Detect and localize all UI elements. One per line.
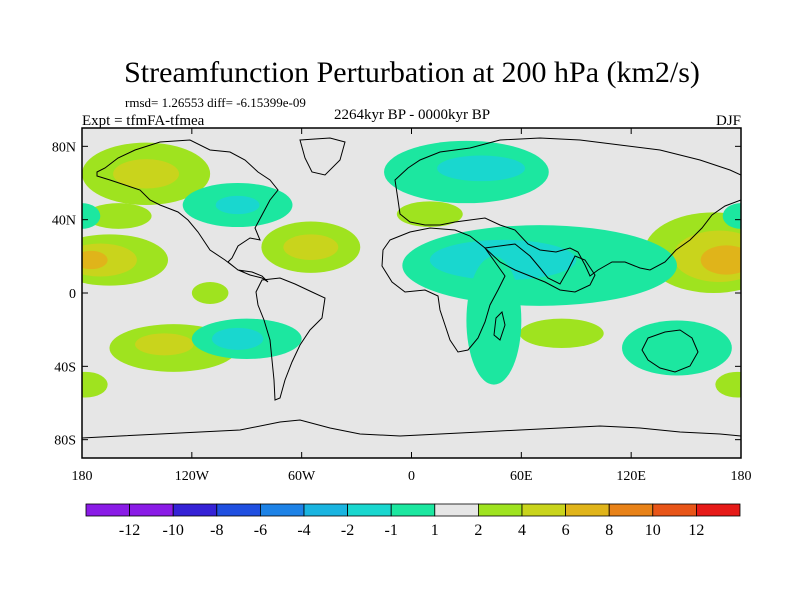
coastline-australia [641,329,699,373]
x-tick-label: 120E [616,469,646,484]
colorbar-box [347,503,392,517]
colorbar: -12 -10 -8 -6 -4 -2 -1 1 2 4 6 8 10 12 [85,503,741,539]
x-tick-label: 120W [175,469,210,484]
colorbar-box [129,503,174,517]
x-axis: 180 120W 60W 0 60E 120E 180 [72,128,752,484]
x-tick-label: 60W [288,469,316,484]
contour-region [215,195,260,215]
colorbar-box [652,503,697,517]
contour-region [283,234,339,260]
coastline-greenland [299,137,346,176]
contour-layer [82,140,741,398]
colorbar-box [85,503,130,517]
season-label: DJF [716,113,741,129]
colorbar-box [434,503,479,517]
y-tick-label: 80S [54,434,76,449]
colorbar-box [172,503,218,517]
colorbar-box [259,503,305,517]
colorbar-box [303,503,348,517]
y-tick-label: 40S [54,360,76,375]
coastline-europe-asia [394,137,741,277]
colorbar-box [608,503,654,517]
colorbar-box [216,503,261,517]
y-axis: 80N 40N 0 40S 80S [52,140,741,449]
contour-region [82,371,108,398]
experiment-label: Expt = tfmFA-tfmea [82,113,205,129]
x-tick-label: 0 [408,469,415,484]
coastline-south-america [255,277,326,401]
contour-region [135,333,194,356]
colorbar-label: 6 [562,522,570,539]
stats-text: rmsd= 1.26553 diff= -6.15399e-09 [125,95,306,110]
x-tick-label: 60E [510,469,533,484]
x-tick-label: 180 [72,469,93,484]
colorbar-label: -2 [341,522,354,539]
y-tick-label: 40N [52,214,76,229]
coastline-madagascar [493,311,506,341]
colorbar-box [477,503,523,517]
x-tick-label: 180 [731,469,752,484]
contour-region [715,371,741,398]
contour-region [82,250,108,270]
chart-title: Streamfunction Perturbation at 200 hPa (… [124,56,700,89]
contour-region [211,327,264,350]
colorbar-label: 4 [518,522,526,539]
contour-region [85,203,152,229]
colorbar-label: 12 [688,522,704,539]
contour-region [466,256,522,385]
coastline-north-america [96,139,279,283]
period-label: 2264kyr BP - 0000kyr BP [334,107,490,123]
colorbar-box [696,503,741,517]
map-frame [81,127,742,459]
contour-region [700,245,741,275]
contour-region [437,155,525,182]
coastline-arabia-india [483,243,596,293]
y-tick-label: 80N [52,140,76,155]
y-tick-label: 0 [69,287,76,302]
colorbar-label: -1 [385,522,398,539]
colorbar-label: -8 [210,522,223,539]
colorbar-label: -6 [254,522,267,539]
contour-region [722,203,741,229]
contour-region [396,201,463,228]
coastline-antarctica [82,419,741,439]
contour-region [622,320,732,376]
colorbar-label: -4 [297,522,310,539]
contour-region [519,318,604,349]
colorbar-label: 2 [474,522,482,539]
contour-region [191,282,229,304]
contour-region [82,203,101,229]
contour-region [113,159,180,189]
colorbar-label: -10 [163,522,184,539]
colorbar-label: 1 [431,522,439,539]
colorbar-box [565,503,610,517]
colorbar-label: 10 [645,522,661,539]
colorbar-box [521,503,566,517]
coastlines-layer [82,137,741,439]
colorbar-label: 8 [605,522,613,539]
colorbar-label: -12 [119,522,140,539]
coastline-africa [381,227,506,353]
colorbar-box [390,503,436,517]
